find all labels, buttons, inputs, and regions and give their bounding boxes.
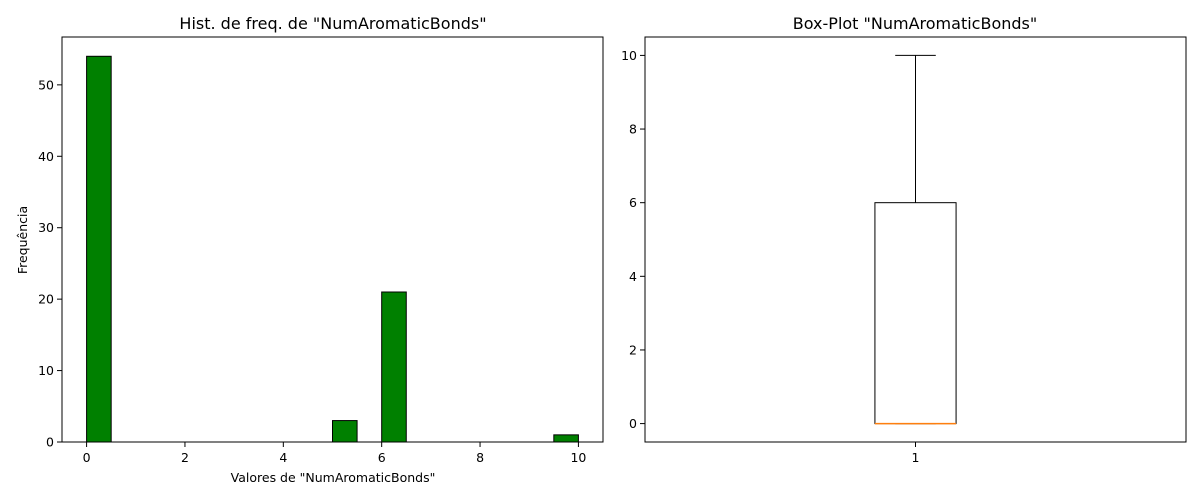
boxplot-title: Box-Plot "NumAromaticBonds" (793, 14, 1037, 33)
boxplot-x-ticks: 1 (912, 442, 920, 465)
histogram-x-tick-label: 0 (83, 450, 91, 465)
histogram-x-tick-label: 8 (476, 450, 484, 465)
histogram-y-tick-label: 10 (38, 363, 54, 378)
histogram-y-tick-label: 20 (38, 292, 54, 307)
histogram-x-ticks: 0 2 4 6 8 10 (83, 442, 586, 465)
boxplot-y-tick-label: 0 (629, 416, 637, 431)
histogram-x-tick-label: 4 (279, 450, 287, 465)
boxplot-panel: Box-Plot "NumAromaticBonds" 1 0 2 4 6 8 10 (621, 14, 1187, 465)
boxplot-y-tick-label: 6 (629, 195, 637, 210)
histogram-y-tick-label: 30 (38, 220, 54, 235)
histogram-bars (86, 55, 579, 443)
histogram-bar (332, 420, 358, 443)
histogram-bar (86, 55, 112, 443)
histogram-bar (553, 434, 579, 443)
histogram-bar (381, 291, 407, 443)
histogram-y-axis-label: Frequência (15, 206, 30, 274)
histogram-y-ticks: 0 10 20 30 40 50 (38, 77, 62, 450)
boxplot-y-ticks: 0 2 4 6 8 10 (621, 48, 645, 431)
histogram-y-tick-label: 50 (38, 77, 54, 92)
histogram-panel: Hist. de freq. de "NumAromaticBonds" 0 2 4… (15, 14, 604, 485)
boxplot-box (874, 202, 957, 425)
histogram-x-tick-label: 2 (181, 450, 189, 465)
histogram-y-tick-label: 40 (38, 149, 54, 164)
boxplot-y-tick-label: 2 (629, 342, 637, 357)
boxplot-y-tick-label: 4 (629, 269, 637, 284)
histogram-x-tick-label: 10 (570, 450, 586, 465)
boxplot-y-tick-label: 10 (621, 48, 637, 63)
boxplot-y-tick-label: 8 (629, 122, 637, 137)
histogram-y-tick-label: 0 (46, 435, 54, 450)
boxplot-marks (874, 54, 957, 425)
histogram-x-axis-label: Valores de "NumAromaticBonds" (231, 470, 436, 485)
histogram-plot-frame (61, 36, 604, 443)
boxplot-x-tick-label: 1 (912, 450, 920, 465)
histogram-x-tick-label: 6 (378, 450, 386, 465)
histogram-title: Hist. de freq. de "NumAromaticBonds" (179, 14, 486, 33)
